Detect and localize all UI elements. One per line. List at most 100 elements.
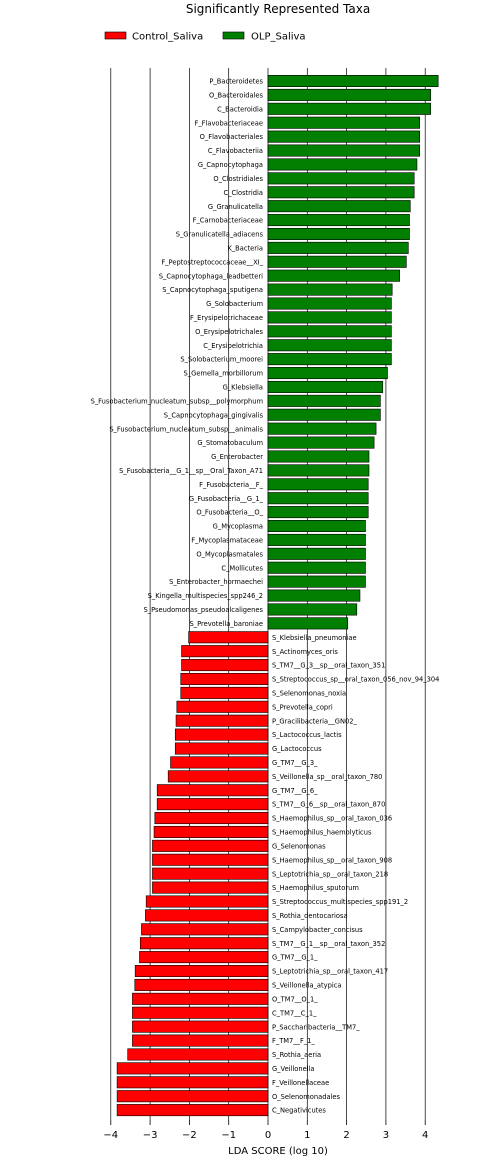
taxon-label: C_Bacteroidia [217,105,263,113]
bar [145,895,269,908]
legend-label-olp: OLP_Saliva [251,32,306,43]
taxon-labels: P_Bacteroidetes O_Bacteroidales C_Bacteroi… [91,78,440,1115]
x-tick-label: 3 [383,1130,389,1141]
taxon-label: F_Peptostreptococcaceae__XI_ [161,258,263,266]
taxon-label: O_Flavobacteriales [200,133,264,141]
taxon-label: S_Prevotella_copri [272,703,333,711]
bar [116,1062,269,1075]
bar [132,1006,269,1019]
legend-swatch-olp [222,31,245,40]
bar [152,853,269,866]
taxon-label: S_TM7__G_1__sp__oral_taxon_352 [272,940,385,948]
taxon-label: F_Mycoplasmataceae [191,537,263,545]
taxon-label: F_Erysipelotrichaceae [190,314,263,322]
taxon-label: F_Carnobacteriaceae [193,217,263,225]
bar [267,464,370,477]
bar [267,478,369,491]
bar [267,186,415,199]
bar [267,492,369,505]
taxon-label: S_Granulicatella_adiacens [176,231,264,239]
taxon-label: S_Leptotrichia_sp__oral_taxon_218 [272,870,388,878]
taxon-label: O_Clostridiales [213,175,263,183]
taxon-label: S_Lactococcus_lactis [272,731,342,739]
bar [267,102,432,115]
taxon-label: C_Clostridia [223,189,263,197]
bar [267,353,392,366]
bar [267,227,410,240]
taxon-label: G_TM7__G_6_ [272,787,318,795]
bar [116,1104,269,1117]
bar [267,172,415,185]
legend: Control_Saliva OLP_Saliva [104,31,306,43]
bar [267,130,420,143]
taxon-label: F_Fusobacteria__F_ [199,481,263,489]
taxon-label: C_TM7__C_1_ [272,1009,317,1017]
taxon-label: F_Flavobacteriaceae [194,119,263,127]
taxon-label: S_Leptotrichia_sp__oral_taxon_417 [272,968,388,976]
bar [132,1020,269,1033]
taxon-label: F_TM7__F_1_ [272,1037,315,1045]
taxon-label: O_Fusobacteria__O_ [196,509,263,517]
taxon-label: S_Streptococcus_multispecies_spp191_2 [272,898,408,906]
taxon-label: G_Stomatobaculum [197,439,263,447]
taxon-label: O_Selenomonadales [272,1093,341,1101]
taxon-label: G_Granulicatella [208,203,263,211]
bar [139,937,269,950]
bars [116,74,439,1117]
bar [267,450,370,463]
bar [267,311,392,324]
bar [174,728,269,741]
taxon-label: G_Fusobacteria__G_1_ [189,495,264,503]
x-tick-label: −1 [221,1130,236,1141]
bar [132,1034,269,1047]
taxon-label: S_Capnocytophaga_gingivalis [164,411,264,419]
taxon-label: S_Gemella_morbillorum [184,370,263,378]
taxon-label: C_Negativicutes [272,1107,326,1115]
taxon-label: G_Enterobacter [211,453,263,461]
bar [188,631,269,644]
bar [267,200,411,213]
bar [267,422,377,435]
bar [267,241,409,254]
bar [132,992,269,1005]
legend-label-control: Control_Saliva [132,32,203,43]
bar [176,700,269,713]
bar [134,965,269,978]
x-tick-label: −3 [143,1130,158,1141]
bar [267,561,366,574]
taxon-label: S_Actinomyces_oris [272,648,338,656]
taxon-label: S_Pseudomonas_pseudoalcaligenes [143,606,263,614]
taxon-label: F_Veillonellaceae [272,1079,329,1087]
taxon-label: G_TM7__G_3_ [272,759,318,767]
bar [152,867,269,880]
taxon-label: S_Haemophilus_sp__oral_taxon_036 [272,815,392,823]
bar [267,214,410,227]
taxon-label: G_Solobacterium [206,300,263,308]
bar [267,408,381,421]
bar [267,88,432,101]
taxon-label: P_Gracilibacteria__GN02_ [272,717,358,725]
bar [267,297,392,310]
x-axis-label: LDA SCORE (log 10) [228,1146,328,1157]
taxon-label: P_Saccharibacteria__TM7_ [272,1023,360,1031]
taxon-label: C_Flavobacteriia [208,147,263,155]
taxon-label: S_Solobacterium_moorei [180,356,263,364]
x-tick-label: 4 [422,1130,428,1141]
taxon-label: G_TM7__G_1_ [272,954,318,962]
bar [152,839,269,852]
taxon-label: G_Klebsiella [223,384,263,392]
bar [267,74,439,88]
taxon-label: S_Haemophilus_sp__oral_taxon_908 [272,856,392,864]
legend-swatch-control [104,31,127,40]
taxon-label: S_Haemophilus_haemolyticus [272,829,372,837]
bar [267,436,375,449]
taxon-label: O_Bacteroidales [209,92,264,100]
bar [154,812,269,825]
bar [267,158,418,171]
taxon-label: S_Fusobacterium_nucleatum_subsp__animali… [109,425,263,433]
bar [175,714,269,727]
taxon-label: S_TM7__G_6__sp__oral_taxon_870 [272,801,385,809]
taxon-label: S_Haemophilus_sputorum [272,884,359,892]
taxon-label: G_Veillonella [272,1065,315,1073]
